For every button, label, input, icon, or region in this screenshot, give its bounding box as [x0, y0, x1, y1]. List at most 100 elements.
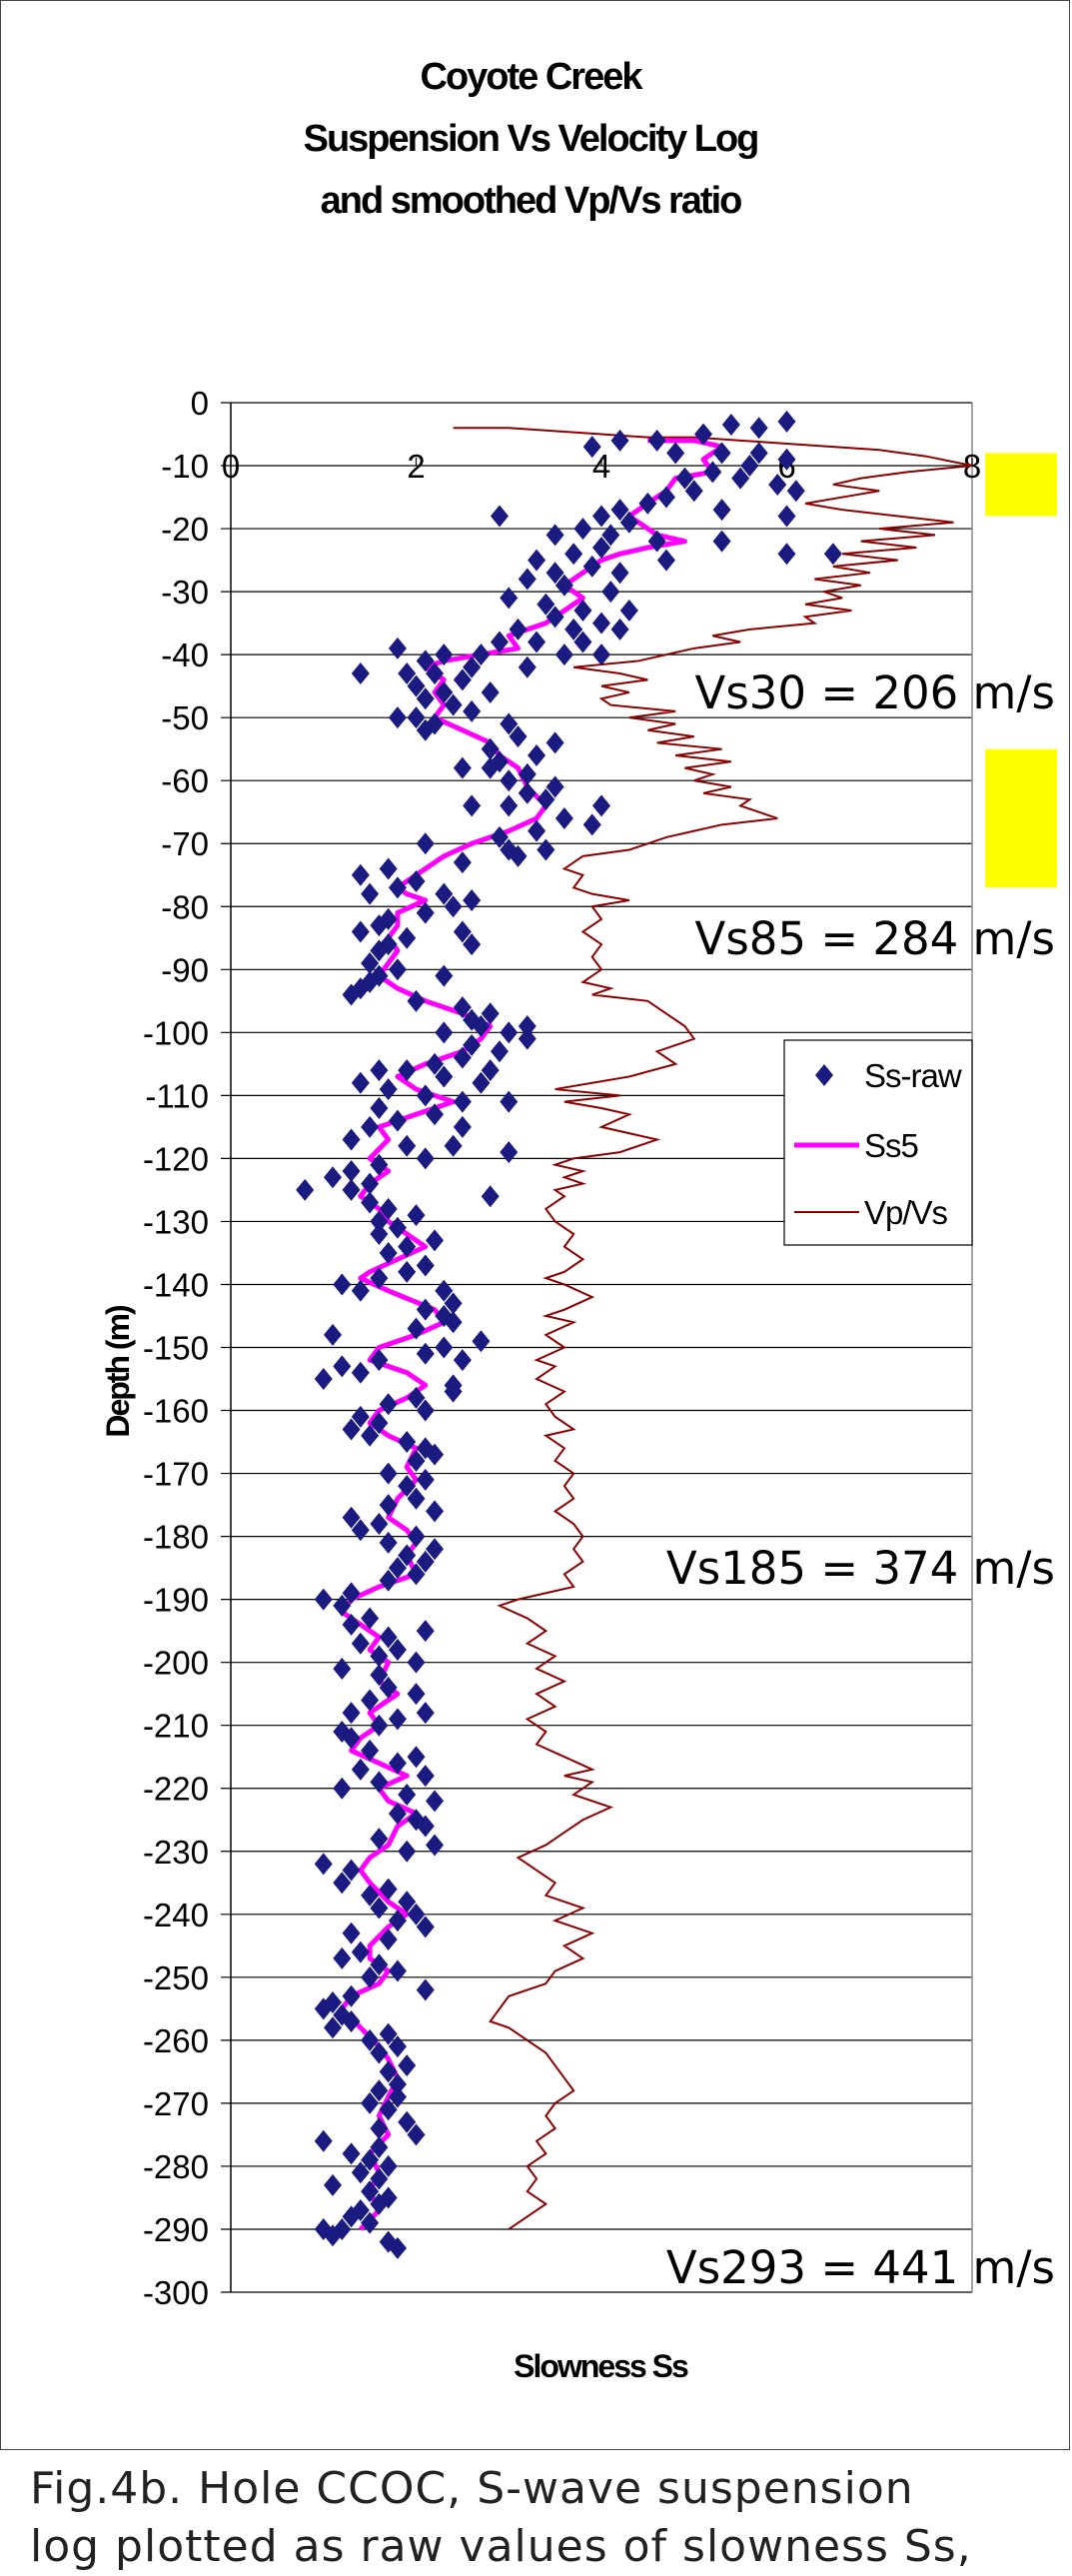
ss-raw-point	[379, 2154, 398, 2177]
y-tick-label: -290	[143, 2211, 209, 2248]
ss-raw-point	[398, 1059, 417, 1082]
ss-raw-point	[610, 562, 629, 585]
ss-raw-point	[370, 2167, 389, 2190]
ss-raw-point	[407, 1386, 426, 1409]
ss-raw-point	[435, 1065, 454, 1088]
legend-marker-ss-raw	[815, 1064, 833, 1086]
chart-title-line-3: and smoothed Vp/Vs ratio	[321, 180, 742, 222]
annotations: Vs30 = 206 m/s Vs85 = 284 m/s Vs185 = 374 …	[666, 666, 1055, 2294]
ss-raw-point	[463, 794, 482, 817]
ss-raw-point	[361, 951, 380, 974]
ss-raw-point	[379, 2022, 398, 2045]
y-tick-label: -130	[143, 1203, 209, 1240]
ss-raw-point	[416, 1765, 435, 1788]
ss-raw-point	[370, 2079, 389, 2102]
ss-raw-point	[463, 655, 482, 678]
ss-raw-point	[342, 1128, 361, 1151]
ss-raw-point	[379, 1241, 398, 1264]
ss-raw-point	[610, 429, 629, 452]
ss-raw-point	[407, 1746, 426, 1769]
ss-raw-point	[379, 857, 398, 880]
ss-raw-point	[388, 1708, 407, 1731]
ss-raw-point	[370, 1897, 389, 1920]
ss-raw-point	[500, 1141, 519, 1164]
ss-raw-point	[416, 1147, 435, 1170]
ss-raw-point	[453, 1046, 472, 1069]
highlight-box-1	[985, 453, 1057, 517]
ss-raw-point	[388, 2035, 407, 2058]
y-tick-label: -30	[161, 574, 209, 611]
ss-raw-point	[379, 1078, 398, 1101]
ss-raw-point	[426, 662, 445, 685]
ss-raw-point	[379, 1393, 398, 1416]
ss-raw-point	[500, 769, 519, 792]
ss-raw-point	[444, 693, 463, 716]
ss-raw-point	[342, 2009, 361, 2032]
ss-raw-point	[509, 844, 528, 867]
ss-raw-point	[518, 781, 536, 804]
y-tick-labels: 0 -10 -20 -30 -40 -50 -60 -70 -80 -90 -100 -110 -120…	[143, 385, 209, 2311]
ss-raw-point	[342, 1727, 361, 1750]
ss-raw-point	[370, 1412, 389, 1435]
ss-raw-point	[472, 1015, 491, 1038]
ss-raw-point	[601, 581, 620, 604]
ss-raw-point	[361, 2211, 380, 2234]
ss-raw-point	[342, 1922, 361, 1944]
y-tick-label: -210	[143, 1708, 209, 1745]
ss-raw-point	[435, 964, 454, 987]
ss-raw-point	[388, 637, 407, 659]
ss-raw-point	[481, 1185, 500, 1208]
ss-raw-point	[481, 1002, 500, 1025]
ss-raw-point	[435, 680, 454, 703]
chart-title-line-1: Coyote Creek	[421, 56, 644, 98]
ss-raw-point	[370, 1096, 389, 1119]
ss-raw-point	[582, 813, 601, 836]
ss-raw-point	[407, 1651, 426, 1674]
ss-raw-point	[426, 1229, 445, 1252]
ss-raw-point	[296, 1178, 315, 1201]
highlight-boxes	[985, 453, 1057, 888]
series-ss5	[339, 438, 725, 2231]
x-axis-label: Slowness Ss	[514, 2348, 688, 2384]
ss-raw-point	[777, 448, 796, 471]
ss-raw-point	[416, 649, 435, 672]
axes	[230, 403, 973, 2292]
ss-raw-point	[351, 1279, 370, 1302]
ss-raw-point	[351, 1758, 370, 1781]
y-tick-label: -70	[161, 825, 209, 862]
ss-raw-point	[472, 1330, 491, 1353]
ss-raw-point	[388, 1959, 407, 1982]
ss-raw-point	[370, 2117, 389, 2140]
ss-raw-point	[398, 662, 417, 685]
ss-raw-point	[416, 832, 435, 855]
ss-raw-point	[545, 775, 564, 798]
ss-raw-point	[453, 1090, 472, 1113]
ss-raw-point	[379, 1676, 398, 1699]
ss-raw-point	[407, 1563, 426, 1586]
ss-raw-point	[536, 838, 555, 861]
ss-raw-point	[684, 480, 703, 503]
ss-raw-point	[545, 524, 564, 547]
ss-raw-point	[592, 794, 610, 817]
ss-raw-point	[361, 882, 380, 905]
ss-raw-point	[444, 895, 463, 918]
ss-raw-point	[416, 1298, 435, 1321]
ss-raw-point	[582, 436, 601, 459]
ss-raw-point	[398, 1134, 417, 1157]
ss-raw-point	[444, 1380, 463, 1403]
y-axis-label: Depth (m)	[100, 1305, 136, 1438]
ss-raw-point	[407, 2123, 426, 2146]
ss-raw-point	[324, 2173, 343, 2196]
y-tick-label: -40	[161, 637, 209, 673]
ss-raw-point	[361, 1172, 380, 1195]
ss-raw-point	[388, 2236, 407, 2259]
ss-raw-point	[749, 442, 768, 465]
ss-raw-point	[638, 492, 657, 515]
annotation-2: Vs85 = 284 m/s	[695, 912, 1055, 965]
ss-raw-point	[426, 1538, 445, 1561]
annotation-1: Vs30 = 206 m/s	[695, 666, 1055, 719]
y-tick-label: -230	[143, 1834, 209, 1871]
ss-raw-point	[592, 644, 610, 666]
ss-raw-point	[518, 762, 536, 785]
ss-raw-point	[342, 1984, 361, 2007]
